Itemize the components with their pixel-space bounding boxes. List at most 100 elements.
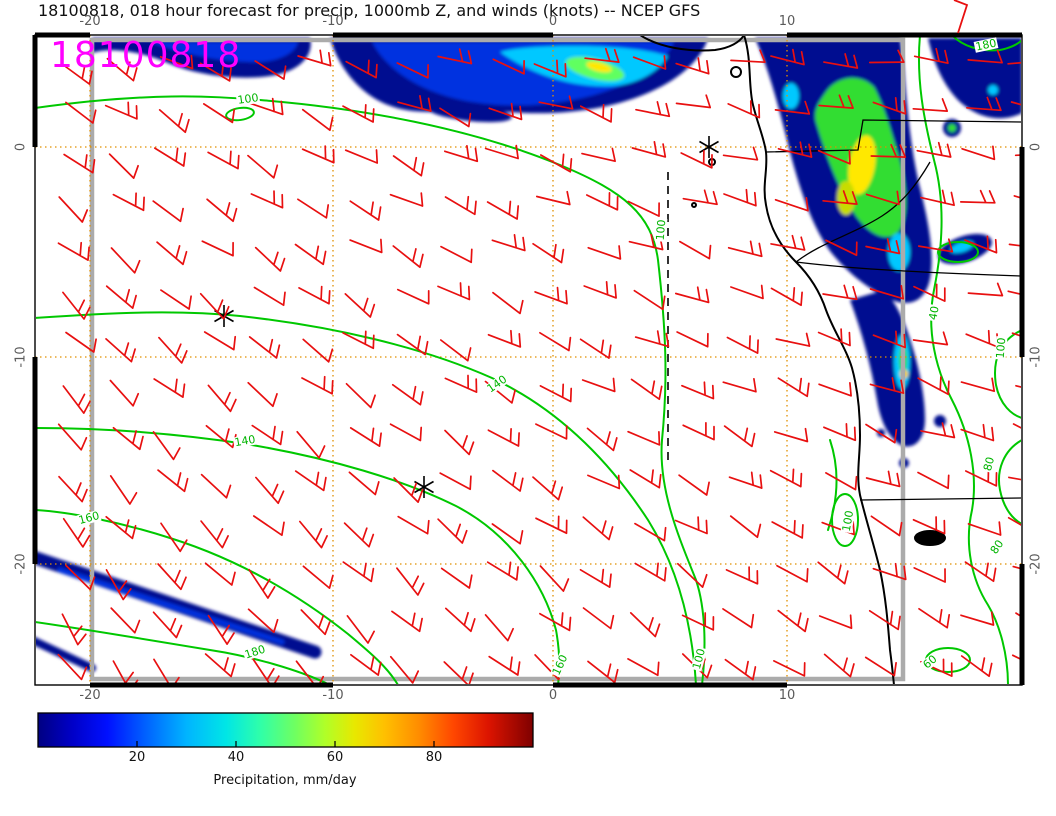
wind-barb xyxy=(254,60,287,80)
wind-barb xyxy=(57,241,90,261)
model-domain-outline xyxy=(89,37,906,682)
x-axis-tick-top: 10 xyxy=(778,14,796,29)
wind-barb xyxy=(159,54,194,70)
wind-barb xyxy=(722,146,759,161)
wind-barb xyxy=(248,568,276,599)
wind-barb xyxy=(437,282,471,301)
wind-barb xyxy=(255,476,285,505)
wind-barb xyxy=(822,284,858,301)
wind-barb xyxy=(728,471,763,489)
wind-barb xyxy=(912,516,946,535)
wind-barb xyxy=(297,198,330,219)
x-axis-tick-bottom: -20 xyxy=(79,688,101,703)
wind-barb xyxy=(207,614,235,645)
wind-barb xyxy=(631,140,667,158)
wind-barb xyxy=(723,425,756,448)
wind-barb xyxy=(965,329,999,348)
wind-barb xyxy=(440,567,473,589)
wind-barb xyxy=(869,377,905,394)
wind-barb xyxy=(912,331,949,346)
wind-barb xyxy=(722,377,757,393)
wind-barb xyxy=(870,143,907,158)
wind-barb xyxy=(301,145,335,164)
contour-label: 100 xyxy=(993,336,1009,360)
wind-barb xyxy=(160,522,188,553)
colorbar-tick: 40 xyxy=(227,750,245,765)
wind-barb xyxy=(627,200,660,217)
wind-barb xyxy=(533,59,567,78)
wind-barb xyxy=(65,564,96,591)
wind-barb xyxy=(961,145,996,161)
edge-wind-barb xyxy=(953,0,969,34)
wind-barb xyxy=(396,567,425,596)
wind-barb xyxy=(629,612,661,638)
wind-barb xyxy=(535,423,568,440)
wind-barb xyxy=(818,614,853,630)
colorbar-label: Precipitation, mm/day xyxy=(213,773,357,788)
wind-barb xyxy=(487,427,520,447)
wind-barb xyxy=(674,286,710,304)
wind-barb xyxy=(730,49,766,64)
wind-barb xyxy=(201,240,234,257)
wind-barb xyxy=(492,58,525,75)
wind-barb xyxy=(583,280,617,299)
wind-barb xyxy=(532,476,564,501)
wind-barb xyxy=(823,53,859,69)
wind-barb xyxy=(1011,332,1021,337)
wind-barb xyxy=(160,289,192,310)
wind-barb xyxy=(294,243,327,266)
wind-barb xyxy=(444,195,477,216)
wind-barb xyxy=(682,189,718,206)
wind-barb xyxy=(110,607,141,634)
wind-barb xyxy=(57,423,88,451)
precipitation-shading xyxy=(36,38,1021,672)
wind-barb xyxy=(486,561,519,581)
wind-barb xyxy=(627,658,660,677)
colorbar-tick: 80 xyxy=(425,750,443,765)
wind-barb xyxy=(251,424,284,446)
wind-barb xyxy=(345,59,378,79)
wind-barb xyxy=(726,335,759,354)
wind-barb xyxy=(112,426,144,451)
wind-barb xyxy=(872,562,907,581)
wind-barb xyxy=(443,144,479,163)
wind-barb xyxy=(297,49,332,67)
wind-barb xyxy=(202,103,236,124)
wind-barb xyxy=(437,48,473,65)
wind-barb xyxy=(675,94,712,109)
wind-barb xyxy=(65,101,97,124)
wind-barb xyxy=(254,246,286,272)
wind-barb xyxy=(62,517,91,548)
wind-barb xyxy=(770,286,803,307)
x-axis-tick-bottom: 10 xyxy=(778,688,796,703)
wind-barb xyxy=(1010,101,1021,106)
wind-barb xyxy=(579,103,613,123)
wind-barb xyxy=(917,238,954,253)
wind-barb xyxy=(397,515,430,535)
wind-barb xyxy=(918,607,951,629)
wind-barb xyxy=(587,245,622,260)
wind-barb xyxy=(389,192,424,207)
wind-barb xyxy=(730,284,764,300)
height-contours xyxy=(36,36,1021,684)
y-axis-tick-right: -10 xyxy=(1028,346,1044,368)
wind-barb xyxy=(960,377,996,393)
wind-barb xyxy=(823,653,855,678)
colorbar xyxy=(37,712,534,748)
wind-barb xyxy=(823,423,857,442)
wind-barb xyxy=(920,422,956,439)
run-datestamp: 18100818 xyxy=(50,35,242,76)
wind-barb xyxy=(775,332,811,347)
wind-barb xyxy=(776,564,809,583)
wind-barb xyxy=(62,291,91,320)
wind-barb xyxy=(203,331,237,351)
wind-barb xyxy=(1008,476,1021,481)
wind-barb xyxy=(207,384,237,413)
wind-barb xyxy=(346,615,375,644)
wind-barb xyxy=(674,516,708,535)
wind-barb xyxy=(58,475,88,503)
wind-barb xyxy=(1011,654,1021,661)
wind-barb xyxy=(729,515,762,539)
wind-barb xyxy=(959,189,996,204)
wind-barb xyxy=(586,427,618,452)
